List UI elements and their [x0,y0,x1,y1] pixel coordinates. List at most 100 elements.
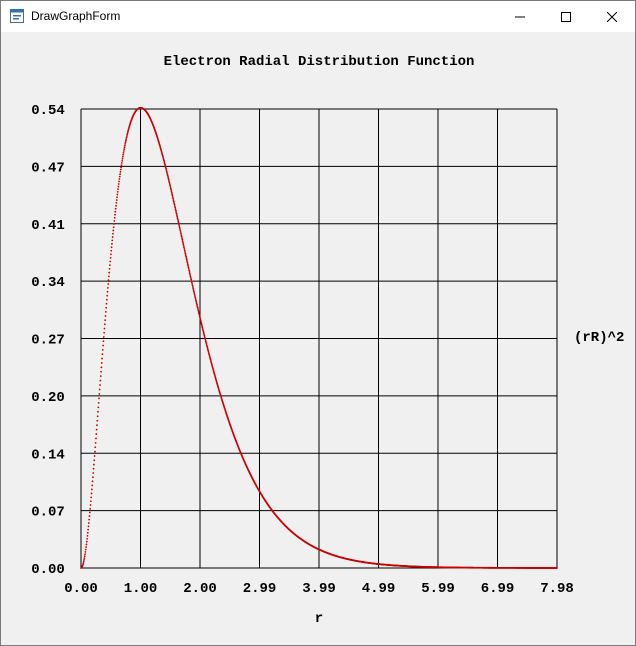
data-point [106,286,109,289]
data-point [119,170,122,173]
data-point [95,428,98,431]
data-point [119,168,122,171]
data-point [84,548,87,551]
data-point [88,511,91,514]
data-point [200,323,203,326]
data-point [105,298,108,301]
data-point [203,336,206,339]
data-point [82,562,85,564]
data-point [180,235,183,238]
data-point [83,559,85,561]
data-point [192,290,195,293]
data-point [175,212,178,215]
data-point [126,132,129,134]
data-point [199,318,202,320]
chart-grid [80,108,558,569]
data-point [85,540,88,543]
data-point [200,322,203,325]
data-point [110,249,113,252]
close-button[interactable] [589,1,635,32]
data-point [183,248,186,250]
data-point [93,463,95,466]
data-point [204,340,207,343]
data-point [102,344,104,347]
data-point [168,183,171,185]
data-point [124,142,127,145]
data-point [172,199,175,202]
data-point [197,311,200,313]
data-point [89,507,92,510]
data-point [190,281,193,284]
data-point [172,197,175,200]
data-point [167,176,169,178]
data-point [204,337,207,340]
y-tick-label: 0.07 [31,505,65,521]
maximize-button[interactable] [543,1,589,32]
minimize-button[interactable] [497,1,543,32]
data-point [178,226,181,229]
app-form-icon [10,9,24,23]
data-point [101,357,103,360]
data-point [123,146,126,149]
data-point [200,321,202,323]
data-point [199,316,201,319]
data-point [172,200,175,203]
data-point [86,531,89,534]
x-tick-label: 7.98 [540,581,574,597]
data-point [187,267,190,270]
data-point [169,184,171,187]
data-point [180,232,182,235]
x-tick-label: 1.00 [124,581,158,597]
data-point [98,397,100,400]
data-point [168,180,170,183]
data-point [196,305,199,308]
data-point [179,229,182,232]
data-point [174,209,177,212]
data-point [201,328,204,330]
data-point [102,340,105,343]
data-point [189,277,192,279]
data-point [195,300,198,303]
data-point [99,379,102,382]
data-point [188,269,191,272]
data-point [122,150,125,152]
data-point [203,334,206,337]
data-point [101,353,104,356]
data-point [189,275,192,278]
data-point [117,185,120,188]
x-tick-label: 4.99 [362,581,396,597]
data-point [90,488,93,491]
data-point [166,174,169,177]
data-point [88,515,91,517]
data-point [82,560,85,563]
data-point [181,237,183,240]
data-point [109,256,112,259]
data-point [202,329,204,332]
data-point [191,286,194,288]
data-point [94,450,96,453]
data-point [124,139,127,142]
y-tick-label: 0.00 [31,562,65,578]
data-point [88,518,91,521]
data-point [85,546,87,548]
data-point [85,543,88,546]
data-point [104,319,107,322]
data-point [93,459,96,462]
data-point [100,370,102,373]
data-point [196,306,199,309]
data-point [94,442,97,444]
data-point [166,171,168,174]
data-point [97,401,100,404]
data-point [107,279,110,282]
data-point [117,183,120,185]
x-tick-label: 2.99 [243,581,277,597]
data-point [87,525,90,528]
data-point [197,308,199,310]
data-point [177,221,180,224]
data-point [95,437,97,440]
data-point [120,162,123,164]
data-point [194,294,196,297]
data-point [177,218,179,221]
data-point [116,193,119,196]
data-point [111,236,114,238]
